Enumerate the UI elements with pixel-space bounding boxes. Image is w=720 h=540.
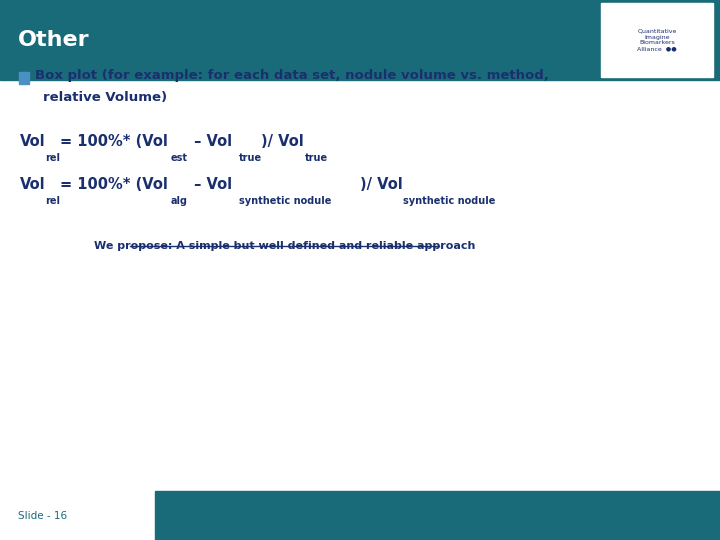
Text: = 100%* (Vol: = 100%* (Vol	[60, 177, 168, 192]
Bar	[155, 491, 720, 540]
Text: est: est	[171, 153, 188, 163]
Text: synthetic nodule: synthetic nodule	[403, 196, 495, 206]
Bar	[19, 72, 29, 84]
Text: We propose: A simple but well defined and reliable approach: We propose: A simple but well defined an…	[94, 241, 475, 251]
Text: synthetic nodule: synthetic nodule	[239, 196, 331, 206]
Text: rel: rel	[45, 196, 60, 206]
Text: )/ Vol: )/ Vol	[360, 177, 402, 192]
Text: )/ Vol: )/ Vol	[261, 134, 304, 149]
Text: Other: Other	[18, 30, 89, 50]
Text: Vol: Vol	[19, 134, 45, 149]
Text: true: true	[239, 153, 262, 163]
Bar	[0, 0, 720, 80]
Text: – Vol: – Vol	[189, 177, 232, 192]
Text: = 100%* (Vol: = 100%* (Vol	[60, 134, 168, 149]
Text: Quantitative
Imagine
Biomarkers
Alliance  ●●: Quantitative Imagine Biomarkers Alliance…	[637, 29, 678, 51]
Text: rel: rel	[45, 153, 60, 163]
Text: true: true	[305, 153, 328, 163]
Text: alg: alg	[171, 196, 188, 206]
Text: relative Volume): relative Volume)	[43, 91, 167, 104]
Bar	[601, 3, 713, 77]
Text: Slide - 16: Slide - 16	[18, 511, 67, 521]
Text: – Vol: – Vol	[189, 134, 232, 149]
Text: Box plot (for example: for each data set, nodule volume vs. method,: Box plot (for example: for each data set…	[35, 69, 549, 82]
Text: Vol: Vol	[19, 177, 45, 192]
